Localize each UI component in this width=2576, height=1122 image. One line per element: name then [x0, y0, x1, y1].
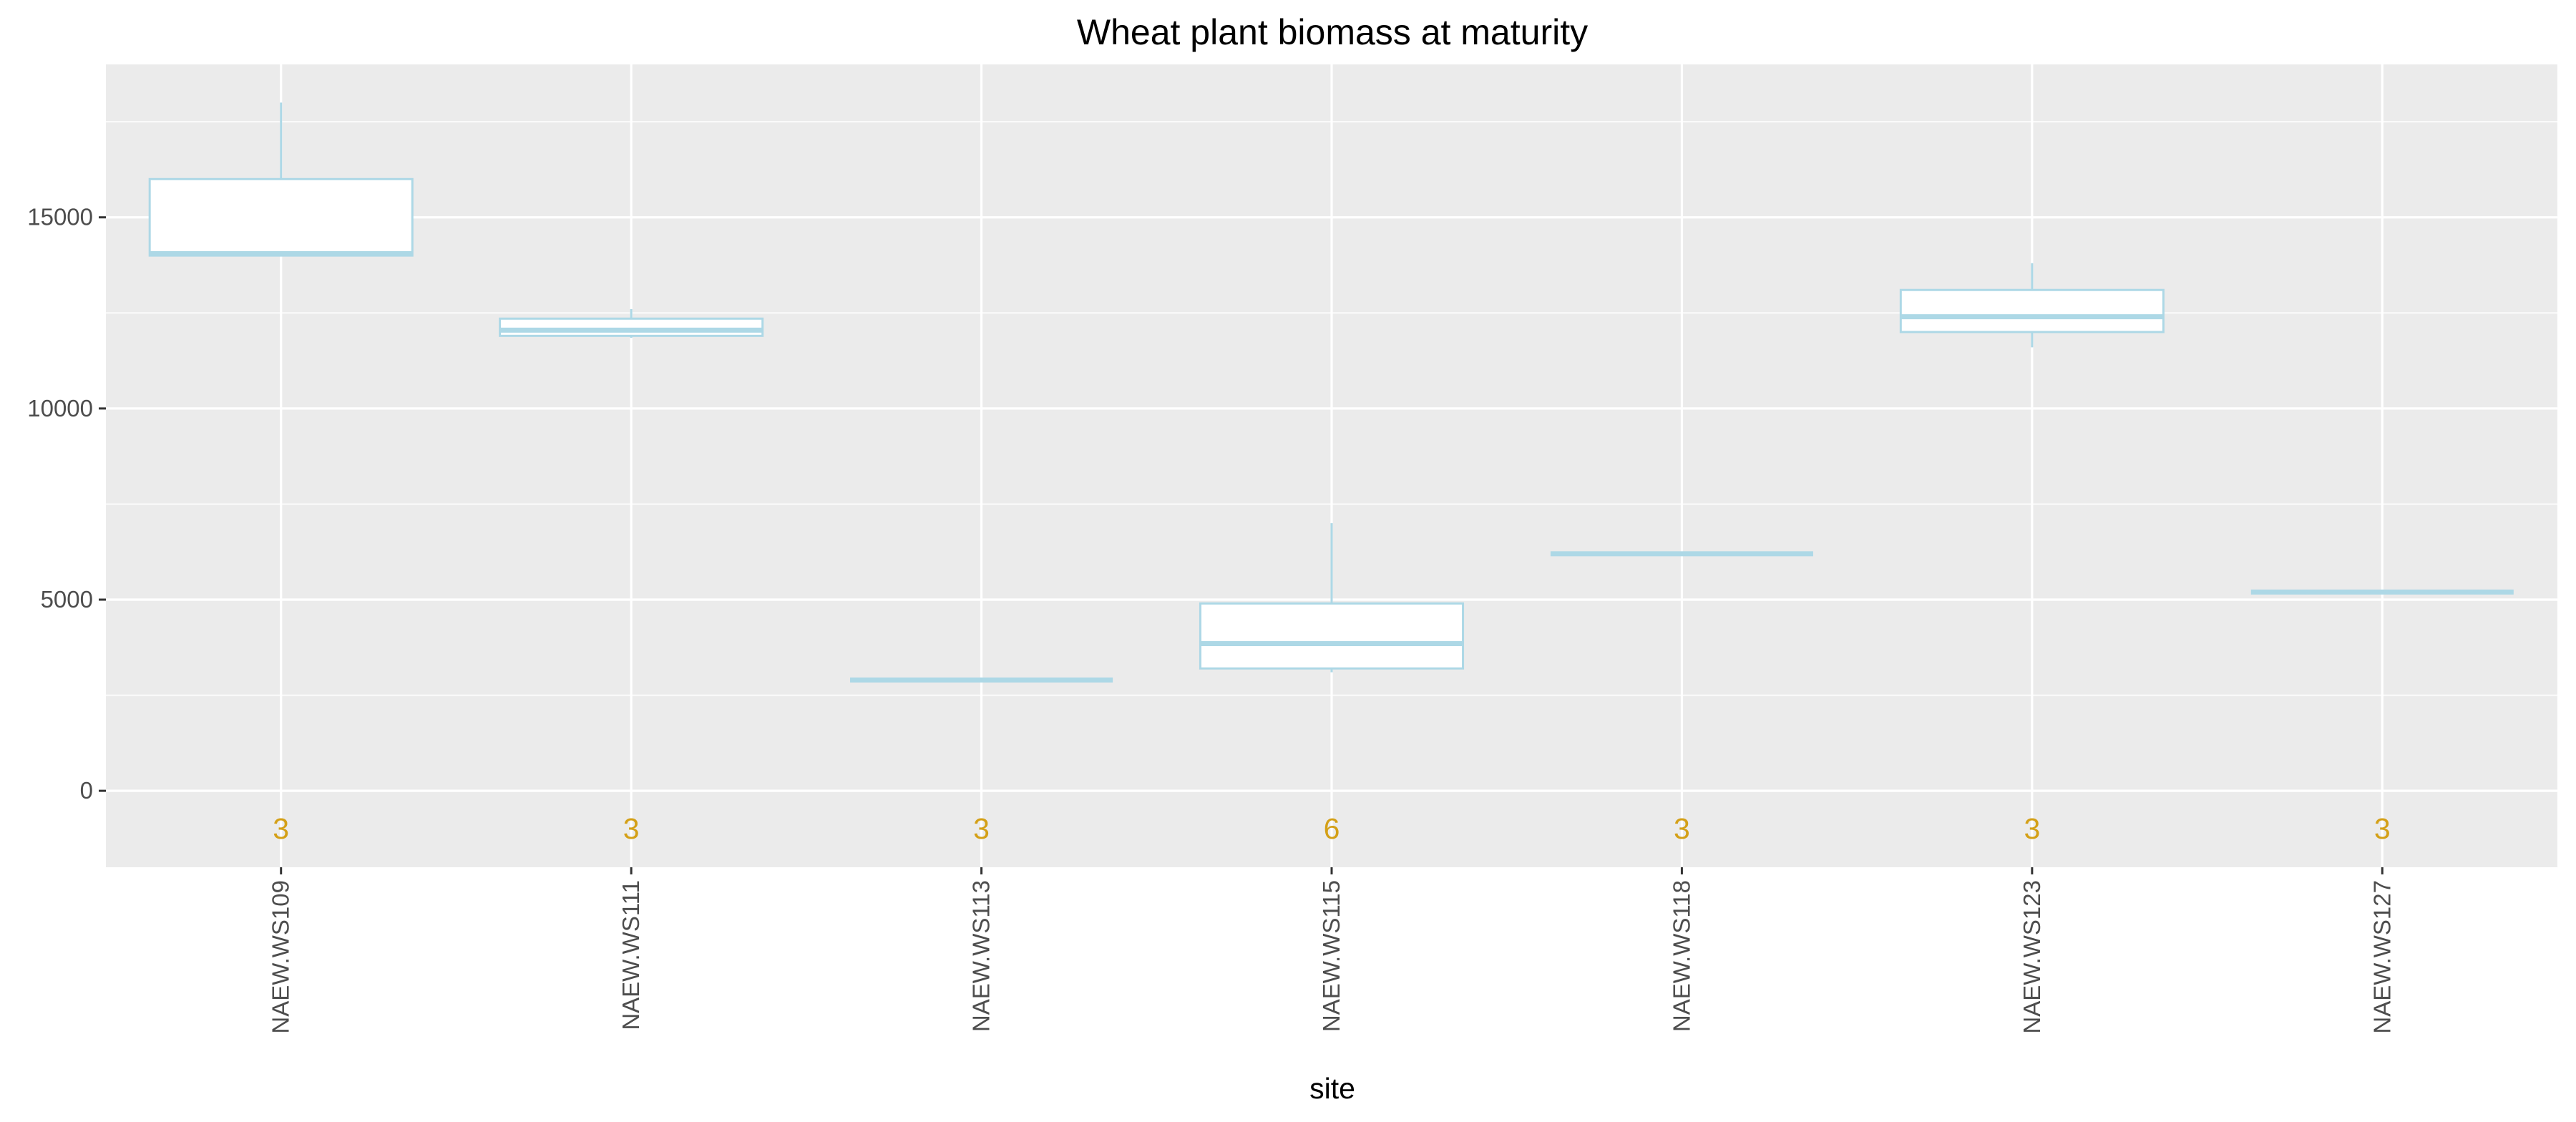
count-label: 3 — [2374, 812, 2391, 845]
x-axis: NAEW.WS109 NAEW.WS111 NAEW.WS113 NAEW.WS115… — [268, 867, 2395, 1034]
box-body — [148, 177, 414, 257]
y-tick-label: 15000 — [27, 204, 93, 230]
count-label: 3 — [973, 812, 990, 845]
x-tick-label: NAEW.WS118 — [1668, 880, 1694, 1032]
x-axis-title: site — [1309, 1072, 1355, 1105]
count-label: 3 — [2024, 812, 2040, 845]
count-labels: 3 3 3 6 3 3 3 — [273, 812, 2390, 845]
count-label: 3 — [623, 812, 640, 845]
x-tick-label: NAEW.WS123 — [2019, 880, 2045, 1034]
box-body — [1199, 602, 1465, 670]
x-tick-label: NAEW.WS111 — [618, 880, 644, 1030]
chart-title: Wheat plant biomass at maturity — [1077, 12, 1588, 52]
y-tick-label: 0 — [80, 777, 93, 804]
box-NAEW.WS111 — [499, 308, 764, 338]
count-label: 3 — [1674, 812, 1690, 845]
x-tick-label: NAEW.WS115 — [1318, 880, 1345, 1032]
x-tick-label: NAEW.WS127 — [2368, 880, 2395, 1034]
y-tick-label: 5000 — [41, 586, 93, 613]
x-tick-label: NAEW.WS113 — [968, 880, 995, 1032]
box-NAEW.WS115 — [1199, 523, 1465, 673]
box-NAEW.WS109 — [148, 102, 414, 257]
y-axis: 0 5000 10000 15000 — [27, 204, 106, 804]
count-label: 6 — [1324, 812, 1340, 845]
box-NAEW.WS123 — [1899, 263, 2165, 348]
count-label: 3 — [273, 812, 289, 845]
x-tick-label: NAEW.WS109 — [268, 880, 294, 1034]
box-body — [499, 317, 764, 337]
box-body — [1899, 288, 2165, 333]
y-tick-label: 10000 — [27, 395, 93, 421]
box-series — [148, 102, 2514, 683]
